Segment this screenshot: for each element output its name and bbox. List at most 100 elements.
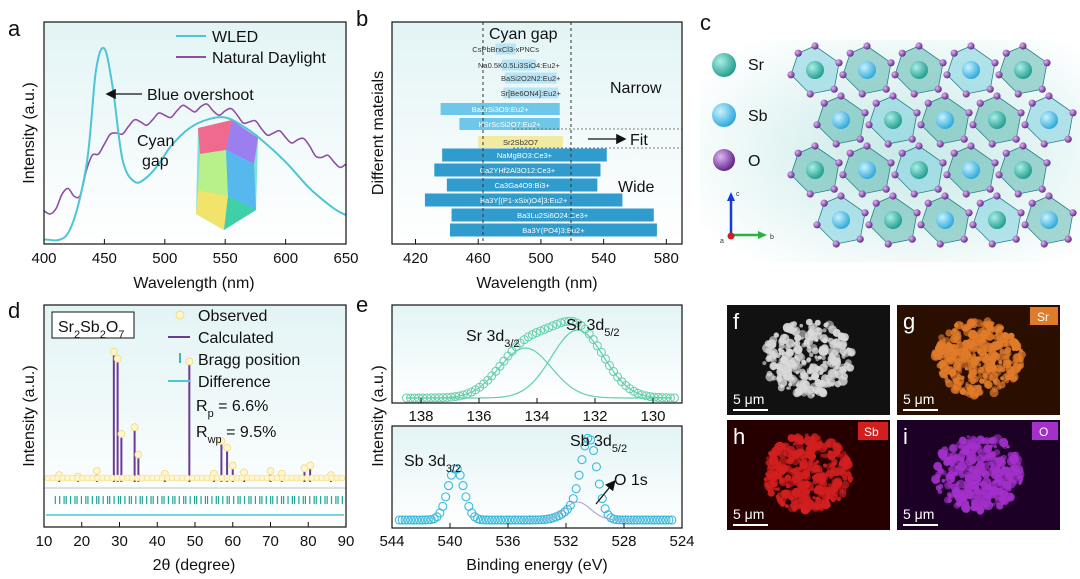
sb-signal-dot (822, 486, 831, 495)
sem-grain (815, 338, 819, 342)
sem-grain (821, 355, 826, 361)
sem-grain (826, 360, 832, 366)
observed-point (130, 423, 139, 432)
o-signal-dot (978, 487, 986, 496)
o-atom (1038, 185, 1046, 193)
o-atom (1069, 109, 1077, 117)
axis-a-label: a (720, 238, 724, 245)
sb3d-plot-bg (392, 426, 682, 528)
o-signal-dot (1014, 469, 1025, 480)
sem-grain (774, 354, 778, 358)
sem-grain (819, 370, 824, 375)
sem-grain (778, 337, 787, 346)
o-signal-dot (1004, 466, 1010, 473)
sem-grain (769, 336, 778, 345)
material-label: Ca2YHf2Al3O12:Ce3+ (480, 166, 556, 175)
o-atom (941, 192, 949, 200)
o-atom (1043, 59, 1051, 67)
o-atom (1021, 121, 1029, 129)
sb3d-data-point (591, 462, 602, 472)
sb3d-data-point (475, 515, 486, 525)
sb-signal-dot (811, 435, 816, 440)
sb3d-data-point (490, 515, 500, 525)
sb3d-data-point (594, 479, 604, 489)
o-signal-dot (961, 447, 970, 456)
o-signal-dot (970, 505, 976, 511)
material-bar (459, 118, 560, 130)
sb-atom (1040, 111, 1058, 129)
sb3d-data-point (493, 515, 503, 525)
o-atom (858, 90, 866, 98)
o-atom (976, 99, 984, 107)
panel-b-plot-bg (392, 22, 682, 244)
sb3d-data-point (504, 515, 515, 525)
sr-signal-dot (991, 386, 998, 393)
sr-signal-dot (1002, 332, 1007, 337)
o-signal-dot (976, 479, 983, 486)
sem-grain (822, 338, 828, 344)
o-signal-dot (984, 447, 990, 453)
sb3d-data-point (574, 470, 584, 480)
panel-e-bottom-x-tick-label: 528 (611, 533, 636, 550)
sem-grain (771, 375, 777, 381)
o-signal-dot (972, 495, 980, 502)
sb-signal-dot (775, 461, 782, 467)
scale-label-g: 5 μm (903, 391, 934, 407)
o-atom (872, 99, 880, 107)
sb-signal-dot (812, 468, 816, 473)
observed-point (306, 461, 315, 470)
sb3d-data-point (394, 515, 404, 525)
o-signal-dot (972, 490, 978, 495)
sb3d-data-point (649, 515, 660, 525)
panel-i-letter: i (903, 424, 908, 449)
sb3d-data-point (507, 515, 517, 525)
panel-b-x-tick-label: 540 (591, 250, 616, 267)
sem-grain (843, 350, 851, 357)
o1s-component (522, 501, 636, 521)
sb3d-data-point (403, 515, 413, 525)
sb3d-data-point (461, 492, 471, 502)
o-atom (1045, 92, 1053, 100)
sr-signal-dot (960, 375, 965, 380)
sr-signal-dot (970, 356, 980, 366)
sr-signal-dot (1009, 372, 1019, 382)
c-axis-arrowhead (727, 192, 735, 201)
sr3d-data-point (605, 361, 614, 371)
sem-grain (784, 343, 791, 350)
sem-grain (846, 367, 851, 372)
sr-signal-dot (982, 341, 990, 349)
material-label: Na0.5K0.5Li3SiO4:Eu2+ (478, 61, 561, 70)
panel-e-bottom-x-tick-label: 524 (669, 533, 694, 550)
panel-g-letter: g (903, 309, 915, 334)
observed-point (117, 430, 126, 438)
o-signal-dot (1006, 475, 1011, 480)
sb-signal-dot (834, 449, 841, 456)
sr-signal-dot (1002, 355, 1010, 363)
o-atom (939, 159, 947, 167)
observed-point (134, 450, 143, 459)
sb3d-data-point (414, 515, 425, 525)
sem-grain (825, 381, 832, 388)
sr3d-data-point (454, 391, 464, 401)
o-signal-dot (933, 461, 943, 471)
panel-d-x-tick-label: 90 (338, 533, 355, 550)
observed-point (217, 436, 226, 445)
sb3d-data-point (417, 515, 428, 525)
sem-grain (841, 373, 848, 381)
o-atom (976, 199, 984, 207)
observed-point (266, 467, 275, 475)
observed-point (338, 474, 346, 482)
sr-signal-dot (956, 333, 962, 340)
sr-atom (1014, 61, 1032, 79)
sr-signal-dot (958, 369, 963, 374)
sr-atom (806, 161, 824, 179)
sb3d-data-point (487, 515, 497, 525)
o-signal-dot (989, 444, 993, 449)
o-atom (813, 221, 821, 229)
sb3d-data-point (458, 481, 468, 491)
panel-b: b CsPbBrxCl3-xPNCs Na0.5K0.5Li3SiO4:Eu2+ B… (356, 6, 683, 292)
o-signal-dot (1019, 479, 1023, 483)
panel-f-letter: f (733, 309, 740, 334)
scale-label-h: 5 μm (733, 506, 764, 522)
panel-d-xlabel: 2θ (degree) (153, 557, 236, 574)
